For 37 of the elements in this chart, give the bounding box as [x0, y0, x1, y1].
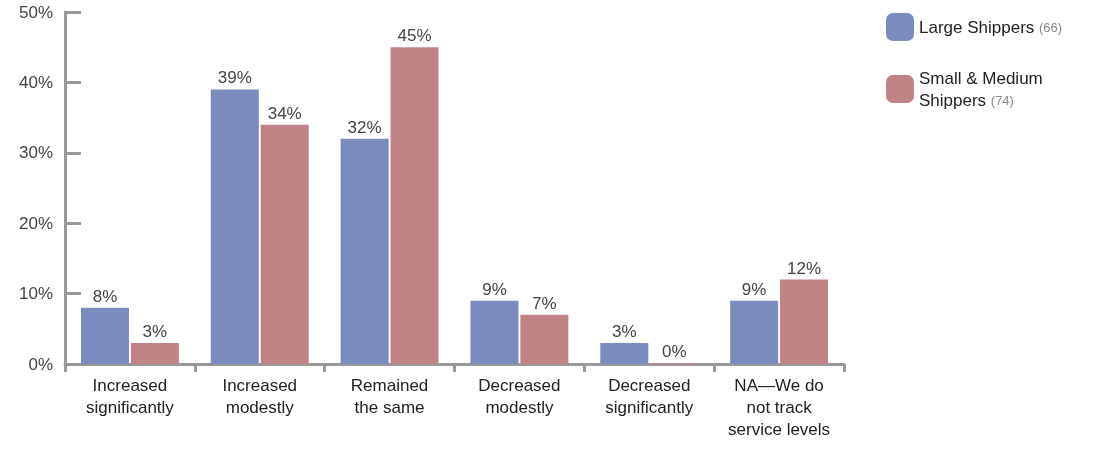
data-label: 32%	[347, 117, 382, 137]
y-tick-label: 30%	[18, 143, 53, 163]
legend-label: Large Shippers (66)	[919, 17, 1063, 37]
bar	[520, 314, 569, 364]
x-tick-label: NA—We do not track service levels	[728, 375, 831, 439]
data-label: 45%	[397, 26, 432, 46]
x-tick-label: Remained the same	[350, 375, 429, 417]
x-tick-label: Decreased modestly	[478, 375, 561, 417]
data-label: 3%	[142, 321, 168, 341]
x-tick-label: Increased modestly	[222, 375, 298, 417]
data-label: 39%	[217, 68, 252, 88]
data-label: 9%	[482, 279, 507, 299]
bar	[80, 307, 129, 364]
y-tick-label: 10%	[18, 284, 53, 304]
bar	[730, 300, 779, 364]
data-label: 34%	[267, 103, 302, 123]
data-label: 12%	[787, 258, 822, 278]
y-tick-label: 20%	[18, 213, 53, 233]
bar	[210, 89, 259, 364]
bar	[600, 342, 649, 364]
x-tick-label: Increased significantly	[85, 375, 175, 417]
bar	[470, 300, 519, 364]
x-tick-label: Decreased significantly	[605, 375, 694, 417]
y-tick-label: 0%	[28, 354, 53, 374]
data-label: 7%	[532, 293, 557, 313]
data-label: 0%	[661, 342, 687, 361]
bar	[390, 47, 439, 364]
bar	[780, 279, 829, 364]
y-tick-label: 50%	[18, 2, 53, 22]
bar	[260, 124, 309, 364]
legend-label: Small & Medium Shippers (74)	[919, 68, 1048, 110]
y-tick-label: 40%	[18, 72, 53, 92]
bar	[130, 342, 179, 364]
data-label: 9%	[741, 279, 767, 299]
data-label: 8%	[92, 286, 118, 306]
data-label: 3%	[612, 321, 637, 341]
bar	[340, 138, 389, 364]
